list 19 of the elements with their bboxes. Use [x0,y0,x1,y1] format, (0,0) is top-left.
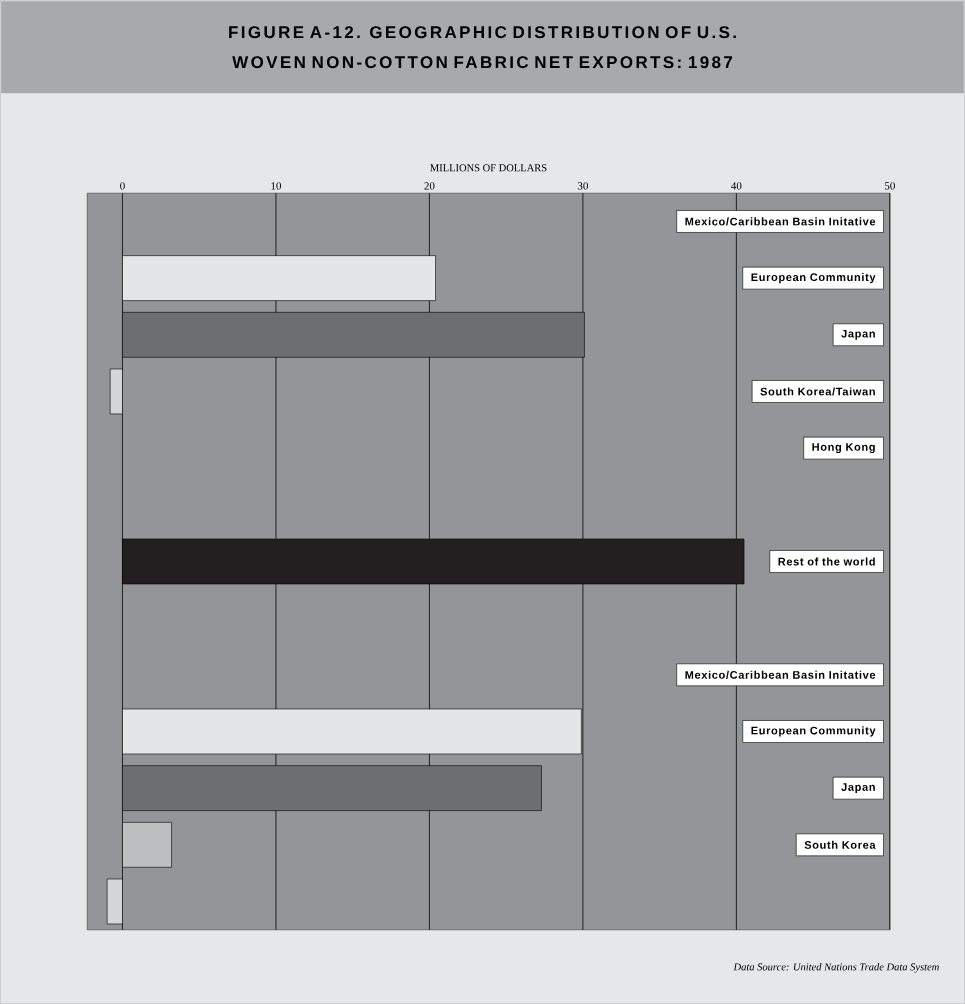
y-tick-label: European Community [751,273,876,284]
x-tick-label: 20 [424,182,435,190]
y-tick-label: Hong Kong [812,443,875,454]
y-tick-label: Japan [841,783,875,794]
x-tick-label: 0 [120,182,125,190]
y-tick-label: Japan [841,329,875,340]
x-tick-label: 30 [577,182,588,190]
x-tick-label: 10 [271,182,282,190]
y-tick-label: South Korea [804,840,876,849]
source-note: Data Source: United Nations Trade Data System [733,963,939,973]
y-tick-label: Rest of the world [778,557,875,566]
x-axis-title: MILLIONS OF DOLLARS [430,164,547,172]
y-tick-label: Mexico/Caribbean Basin Initative [685,217,876,226]
x-tick-label: 40 [731,182,742,190]
y-tick-label: Mexico/Caribbean Basin Initative [685,670,876,679]
chart-title: FIGURE A-12. GEOGRAPHIC DISTRIBUTION OF U.S. WOVEN NON-COTTON FABRIC NET EXPORTS: 1987 [229,26,736,69]
x-tick-label: 50 [884,182,895,190]
y-tick-label: European Community [751,726,876,737]
y-tick-label: South Korea/Taiwan [760,387,875,396]
